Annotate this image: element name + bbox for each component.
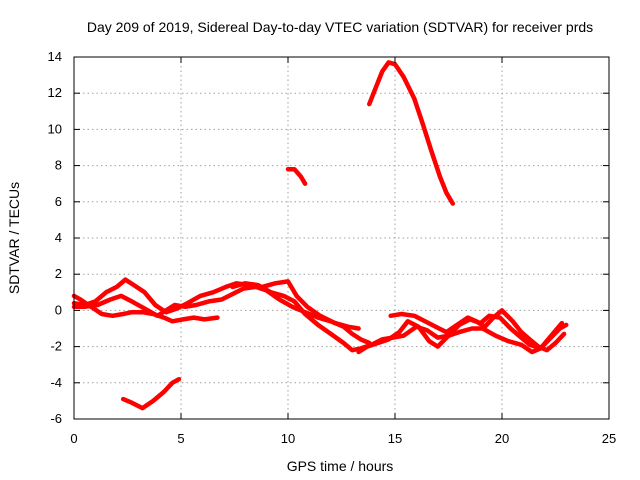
chart-title: Day 209 of 2019, Sidereal Day-to-day VTE… [87, 19, 593, 35]
y-tick-label: 14 [48, 49, 62, 64]
x-tick-label: 5 [177, 431, 184, 446]
y-tick-label: -6 [50, 411, 62, 426]
y-axis-label: SDTVAR / TECUs [6, 182, 22, 294]
series-line-arc-b [71, 277, 361, 331]
y-tick-label: 4 [55, 230, 62, 245]
x-tick-label: 10 [281, 431, 295, 446]
series-line-arc-g [367, 60, 456, 206]
grid [74, 57, 609, 419]
y-tick-label: 12 [48, 85, 62, 100]
series-line-arc-a [71, 293, 220, 324]
x-tick-label: 20 [495, 431, 509, 446]
series-line-arc-c [71, 284, 372, 346]
x-axis-label: GPS time / hours [287, 458, 394, 474]
x-tick-label: 25 [602, 431, 616, 446]
data-series [71, 60, 569, 411]
y-tick-label: -2 [50, 339, 62, 354]
y-tick-label: 10 [48, 121, 62, 136]
y-tick-label: 6 [55, 194, 62, 209]
x-tick-label: 15 [388, 431, 402, 446]
y-tick-label: 0 [55, 302, 62, 317]
y-tick-label: 2 [55, 266, 62, 281]
series-line-arc-d [230, 281, 565, 355]
y-tick-label: 8 [55, 158, 62, 173]
axis-ticks: 0 5 10 15 20 25 -6 -4 -2 0 2 4 6 8 10 12 14 [48, 49, 617, 446]
series-line-arc-h [285, 166, 308, 186]
series-line-arc-f [388, 308, 567, 353]
series-line-arc-i [120, 376, 182, 411]
x-tick-label: 0 [70, 431, 77, 446]
y-tick-label: -4 [50, 375, 62, 390]
